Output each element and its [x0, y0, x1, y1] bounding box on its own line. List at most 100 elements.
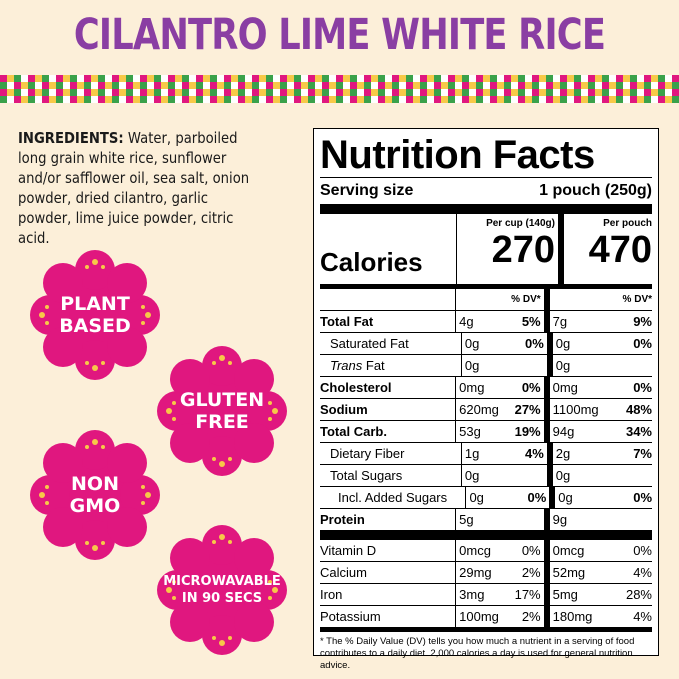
serving-size-value: 1 pouch (250g): [539, 182, 652, 199]
nutrient-name: Iron: [320, 587, 343, 602]
nutrient-name: Total Sugars: [330, 468, 403, 483]
dv-label: % DV*: [501, 289, 550, 310]
dv-per-pouch: 0%: [633, 336, 652, 351]
amount-per-cup: 0g: [460, 333, 505, 354]
amount-per-pouch: 0mcg: [552, 543, 585, 558]
dv-per-pouch: 48%: [625, 402, 652, 417]
dv-per-cup: 4%: [505, 443, 553, 464]
nutrient-name: Calcium: [320, 565, 367, 580]
nutrient-name: Trans Fat: [330, 358, 385, 373]
badge-label: MICROWAVABLE IN 90 SECS: [163, 574, 281, 606]
dv-per-pouch: 9%: [633, 314, 652, 329]
vitamin-row: Calcium 29mg 2% 52mg 4%: [320, 562, 652, 584]
dv-per-cup: 0%: [509, 487, 556, 508]
amount-per-pouch: 94g: [552, 424, 575, 439]
dv-header-row: % DV* % DV*: [320, 289, 652, 311]
nutrient-row: Total Carb. 53g 19% 94g 34%: [320, 421, 652, 443]
per-pouch-header: Per pouch: [603, 218, 652, 229]
amount-per-cup: 3mg: [455, 584, 501, 605]
dv-per-cup: 0%: [505, 333, 553, 354]
nutrient-row: Saturated Fat 0g 0% 0g 0%: [320, 333, 652, 355]
amount-per-cup: 29mg: [455, 562, 501, 583]
non-gmo-badge: NON GMO: [30, 430, 160, 560]
nutrition-facts-panel: Nutrition Facts Serving size 1 pouch (25…: [313, 128, 659, 671]
dv-per-cup: 27%: [501, 399, 550, 420]
per-cup-header: Per cup (140g): [486, 218, 555, 229]
nutrient-row: Sodium 620mg 27% 1100mg 48%: [320, 399, 652, 421]
dv-per-pouch: [602, 509, 652, 530]
ingredients-list: Water, parboiled long grain white rice, …: [18, 129, 250, 247]
badge-label: NON GMO: [69, 473, 121, 517]
dv-label: % DV*: [622, 294, 652, 305]
amount-per-cup: 0g: [465, 487, 508, 508]
calories-row: Calories Per cup (140g) 270 Per pouch 47…: [320, 214, 652, 284]
amount-per-cup: 1g: [460, 443, 505, 464]
serving-size-label: Serving size: [320, 182, 414, 199]
dv-per-cup: 2%: [501, 606, 550, 627]
dv-per-pouch: 4%: [633, 565, 652, 580]
gluten-free-badge: GLUTEN FREE: [157, 346, 287, 476]
calories-label: Calories: [320, 247, 423, 277]
dv-per-pouch: 34%: [625, 424, 652, 439]
amount-per-pouch: 2g: [555, 446, 571, 461]
amount-per-cup: 4g: [455, 311, 501, 332]
amount-per-pouch: 5mg: [552, 587, 578, 602]
nutrient-name: Protein: [320, 512, 365, 527]
dv-per-pouch: [604, 355, 652, 376]
amount-per-cup: 5g: [455, 509, 501, 530]
decorative-stripe: [0, 75, 679, 103]
vitamin-row: Iron 3mg 17% 5mg 28%: [320, 584, 652, 606]
serving-size-row: Serving size 1 pouch (250g): [320, 178, 652, 204]
dv-per-cup: 2%: [501, 562, 550, 583]
nutrient-name: Total Fat: [320, 314, 374, 329]
footnote: * The % Daily Value (DV) tells you how m…: [320, 636, 635, 671]
amount-per-cup: 100mg: [455, 606, 501, 627]
amount-per-pouch: 0mg: [552, 380, 578, 395]
nutrient-name: Dietary Fiber: [330, 446, 405, 461]
ingredients-text: INGREDIENTS: Water, parboiled long grain…: [18, 128, 264, 248]
dv-per-pouch: 7%: [633, 446, 652, 461]
amount-per-pouch: 180mg: [552, 609, 593, 624]
amount-per-cup: 0g: [460, 355, 505, 376]
nutrient-row: Total Fat 4g 5% 7g 9%: [320, 311, 652, 333]
badge-label: GLUTEN FREE: [179, 389, 265, 433]
dv-per-pouch: 0%: [633, 380, 652, 395]
microwavable-badge: MICROWAVABLE IN 90 SECS: [157, 525, 287, 655]
dv-per-pouch: 4%: [633, 609, 652, 624]
nutrient-row: Dietary Fiber 1g 4% 2g 7%: [320, 443, 652, 465]
vitamin-row: Potassium 100mg 2% 180mg 4%: [320, 606, 652, 627]
dv-per-cup: 17%: [501, 584, 550, 605]
dv-per-cup: 19%: [501, 421, 550, 442]
nutrient-name: Saturated Fat: [330, 336, 409, 351]
badge-label: PLANT BASED: [59, 293, 131, 337]
dv-per-cup: [501, 509, 550, 530]
amount-per-pouch: 0g: [558, 490, 573, 505]
dv-per-cup: [505, 465, 553, 486]
calories-per-cup: 270: [491, 229, 555, 271]
amount-per-pouch: 52mg: [552, 565, 586, 580]
amount-per-pouch: 7g: [552, 314, 568, 329]
amount-per-pouch: 0g: [555, 468, 571, 483]
nutrient-row: Total Sugars 0g 0g: [320, 465, 652, 487]
dv-per-cup: [505, 355, 553, 376]
nutrient-row: Cholesterol 0mg 0% 0mg 0%: [320, 377, 652, 399]
amount-per-cup: 0mcg: [455, 540, 501, 561]
calories-per-pouch: 470: [588, 229, 652, 271]
nutrient-name: Incl. Added Sugars: [338, 490, 448, 505]
amount-per-pouch: 9g: [552, 512, 568, 527]
amount-per-pouch: 1100mg: [552, 402, 599, 417]
page-title: CILANTRO LIME WHITE RICE: [73, 10, 606, 60]
plant-based-badge: PLANT BASED: [30, 250, 160, 380]
nutrient-row: Protein 5g 9g: [320, 509, 652, 530]
dv-per-pouch: 28%: [625, 587, 652, 602]
nutrition-facts-title: Nutrition Facts: [320, 133, 595, 177]
dv-per-cup: 0%: [501, 540, 550, 561]
amount-per-pouch: 0g: [555, 358, 571, 373]
dv-per-pouch: [604, 465, 652, 486]
nutrient-name: Sodium: [320, 402, 368, 417]
dv-per-pouch: 0%: [633, 543, 652, 558]
nutrient-name: Potassium: [320, 609, 381, 624]
nutrient-row: Incl. Added Sugars 0g 0% 0g 0%: [320, 487, 652, 509]
dv-per-cup: 5%: [501, 311, 550, 332]
amount-per-cup: 0mg: [455, 377, 501, 398]
